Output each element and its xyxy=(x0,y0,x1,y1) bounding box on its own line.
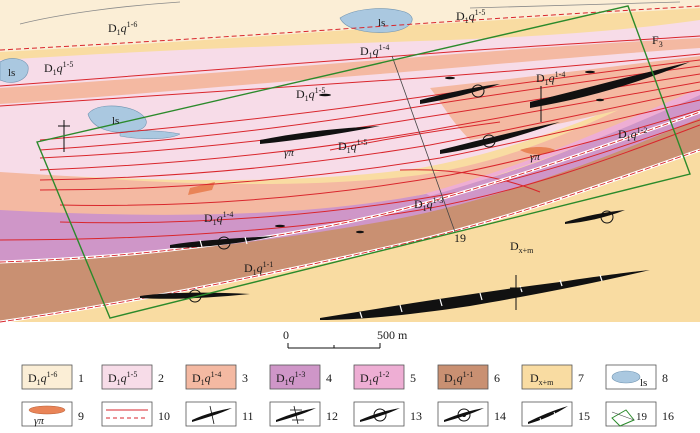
svg-text:Dx+m: Dx+m xyxy=(530,371,554,387)
label-d1q15-left: D1q1-5 xyxy=(44,60,73,77)
label-profile-19: 19 xyxy=(454,231,466,245)
map-labels: D1q1-6 D1q1-5 D1q1-5 D1q1-4 D1q1-5 D1q1-… xyxy=(8,8,663,277)
label-ls-left: ls xyxy=(8,67,15,79)
label-d1q15-mid: D1q1-5 xyxy=(296,86,325,103)
label-d1q14-upper: D1q1-4 xyxy=(360,43,389,60)
scale-bar: 0 500 m xyxy=(283,328,408,349)
svg-text:D1q1-4: D1q1-4 xyxy=(192,370,221,387)
svg-text:9: 9 xyxy=(78,409,84,423)
svg-text:3: 3 xyxy=(242,371,248,385)
legend-item-7: Dx+m 7 xyxy=(521,364,584,390)
svg-text:13: 13 xyxy=(410,409,422,423)
ore-body-1 xyxy=(420,84,500,104)
label-d1q12-right: D1q1-2 xyxy=(618,126,647,143)
ore-body-8 xyxy=(565,210,625,224)
label-gamma-pi-1: γπ xyxy=(284,147,294,159)
label-d1q11-lower: D1q1-1 xyxy=(244,260,273,277)
svg-text:8: 8 xyxy=(662,371,668,385)
limestone-lens-mid xyxy=(87,105,147,133)
label-ls-mid: ls xyxy=(112,115,119,127)
ore-body-ticks xyxy=(199,236,603,319)
small-flecks xyxy=(275,70,604,234)
ore-body-2 xyxy=(530,62,690,108)
scale-end: 500 m xyxy=(377,328,408,342)
legend-item-9: γπ 9 xyxy=(21,401,84,427)
grey-line-top-right xyxy=(469,1,681,9)
legend-item-3: D1q1-4 3 xyxy=(185,364,248,390)
label-f3: F3 xyxy=(652,33,663,49)
legend-item-14: 14 xyxy=(437,401,506,427)
unit-d1q11-area xyxy=(0,112,700,322)
svg-text:19: 19 xyxy=(636,411,648,423)
label-gamma-pi-2: γπ xyxy=(530,151,540,163)
svg-text:D1q1-6: D1q1-6 xyxy=(28,370,57,387)
svg-text:16: 16 xyxy=(662,409,674,423)
legend-item-2: D1q1-5 2 xyxy=(101,364,164,390)
unit-d1q14-lower-area xyxy=(0,70,700,215)
legend-item-5: D1q1-2 5 xyxy=(353,364,416,390)
label-d1q14-lower: D1q1-4 xyxy=(204,210,233,227)
ore-body-6 xyxy=(140,292,250,299)
dashed-boundary-top xyxy=(0,5,700,51)
legend-item-10: 10 xyxy=(101,401,170,427)
legend-item-13: 13 xyxy=(353,401,422,427)
dip-arrows xyxy=(58,86,547,310)
ore-occurrence-circles xyxy=(188,84,614,303)
grey-line-top xyxy=(19,1,181,25)
svg-text:D1q1-3: D1q1-3 xyxy=(276,370,305,387)
svg-text:6: 6 xyxy=(494,371,500,385)
ore-body-7 xyxy=(320,270,650,320)
svg-text:5: 5 xyxy=(410,371,416,385)
intrusion-gamma-pi-small xyxy=(188,182,215,195)
label-d1q16-top: D1q1-6 xyxy=(108,20,137,37)
legend-item-6: D1q1-1 6 xyxy=(437,364,500,390)
limestone-lens-top xyxy=(339,8,413,33)
svg-text:10: 10 xyxy=(158,409,170,423)
legend-item-11: 11 xyxy=(185,401,254,427)
unit-boundary-dashed-lower xyxy=(0,149,700,323)
legend-item-15: 15 xyxy=(521,401,590,427)
scale-zero: 0 xyxy=(283,328,289,342)
label-d1q14-right: D1q1-4 xyxy=(536,70,565,87)
svg-text:7: 7 xyxy=(578,371,584,385)
legend-item-12: 12 xyxy=(269,401,338,427)
profile-line-19 xyxy=(391,55,456,233)
intrusion-gamma-pi-lens xyxy=(520,147,555,155)
svg-text:14: 14 xyxy=(494,409,506,423)
svg-text:15: 15 xyxy=(578,409,590,423)
legend-item-16: 19 16 xyxy=(605,401,674,427)
unit-d1q13-area xyxy=(0,88,700,262)
svg-text:12: 12 xyxy=(326,409,338,423)
label-dxm: Dx+m xyxy=(510,239,534,255)
svg-text:4: 4 xyxy=(326,371,332,385)
legend: D1q1-6 1 D1q1-5 2 D1q1-4 3 D1q1-3 4 D1q1… xyxy=(21,364,674,427)
svg-text:D1q1-1: D1q1-1 xyxy=(444,370,473,387)
label-d1q13-center: D1q1-3 xyxy=(414,196,443,213)
limestone-lens-left xyxy=(0,58,29,83)
ore-body-4 xyxy=(260,126,380,144)
ore-body-3 xyxy=(440,122,560,154)
label-d1q15-center: D1q1-5 xyxy=(338,138,367,155)
label-d1q15-top: D1q1-5 xyxy=(456,8,485,25)
svg-text:D1q1-2: D1q1-2 xyxy=(360,370,389,387)
svg-text:1: 1 xyxy=(78,371,84,385)
legend-item-8: ls 8 xyxy=(605,364,668,390)
legend-item-1: D1q1-6 1 xyxy=(21,364,84,390)
legend-item-4: D1q1-3 4 xyxy=(269,364,332,390)
svg-text:ls: ls xyxy=(640,377,647,389)
unit-d1q14-upper-area xyxy=(0,38,700,104)
map-frame xyxy=(0,0,700,324)
study-area-outline xyxy=(36,5,691,319)
ore-body-5 xyxy=(170,236,275,248)
svg-text:γπ: γπ xyxy=(34,415,44,427)
svg-text:11: 11 xyxy=(242,409,254,423)
svg-text:2: 2 xyxy=(158,371,164,385)
label-ls-top: ls xyxy=(378,17,385,29)
unit-boundary-dashed xyxy=(0,111,700,263)
svg-text:D1q1-5: D1q1-5 xyxy=(108,370,137,387)
